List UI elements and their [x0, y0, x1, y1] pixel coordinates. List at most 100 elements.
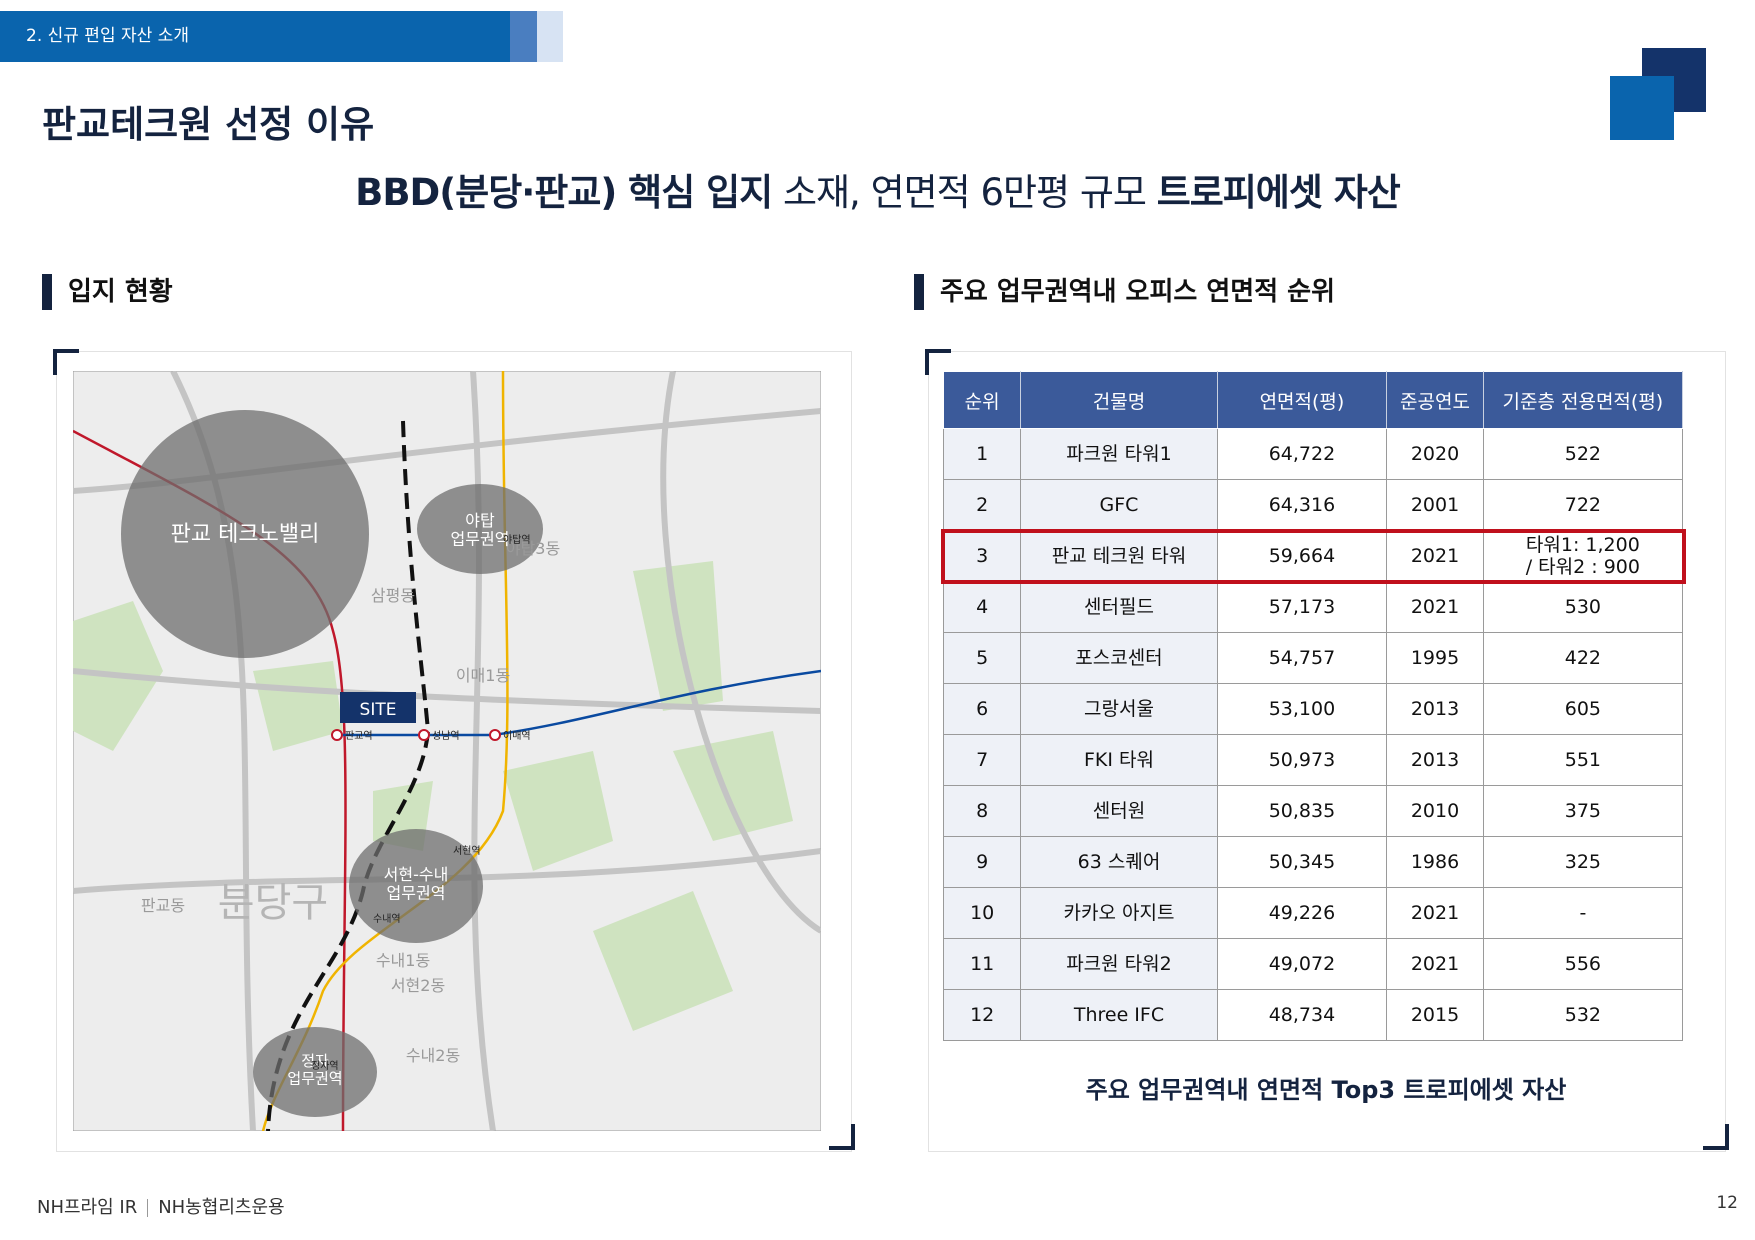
table-cell: 9 [942, 836, 1022, 888]
footer: NH프라임 IR NH농협리츠운용 [37, 1193, 285, 1219]
table-header: 기준층 전용면적(평) [1482, 371, 1684, 429]
table-cell: 556 [1482, 938, 1684, 990]
zone-label: 정자 업무권역 [287, 1052, 342, 1087]
station-label: 야탑역 [503, 534, 531, 546]
table-cell: 2013 [1386, 683, 1484, 735]
table-cell: 49,072 [1216, 938, 1388, 990]
logo-squares [1610, 48, 1706, 140]
section-heading: 주요 업무권역내 오피스 연면적 순위 [914, 274, 1335, 310]
zone-label: 판교 테크노밸리 [171, 522, 320, 547]
site-box [340, 692, 416, 723]
table-cell: 2021 [1386, 530, 1484, 582]
table-cell: 530 [1482, 581, 1684, 633]
table-cell: 2020 [1386, 428, 1484, 480]
station-label: 이매역 [503, 730, 531, 742]
place-label: 서현2동 [391, 976, 445, 995]
place-label: 분당구 [218, 880, 328, 926]
corner [53, 349, 79, 375]
place-label: 수내1동 [376, 951, 430, 970]
table-cell: 64,722 [1216, 428, 1388, 480]
footer-right: NH농협리츠운용 [158, 1197, 285, 1218]
caption: 주요 업무권역내 연면적 Top3 트로피에셋 자산 [1085, 1076, 1567, 1104]
table-cell: 50,973 [1216, 734, 1388, 786]
headline-part: 트로피에셋 자산 [1156, 171, 1401, 214]
table-cell: 57,173 [1216, 581, 1388, 633]
station-label: 수내역 [373, 913, 401, 925]
table-frame [928, 351, 1726, 1152]
table-row: 10 카카오 아지트 49,226 2021- [942, 887, 1684, 939]
table-cell: 타워1: 1,200 / 타워2 : 900 [1482, 530, 1684, 582]
footer-left: NH프라임 IR [37, 1197, 138, 1218]
table-row: 9 63 스퀘어 50,345 1986 325 [942, 836, 1684, 888]
table-cell: - [1482, 887, 1684, 939]
bar-accent [537, 11, 563, 62]
table-cell: 11 [942, 938, 1022, 990]
page-number: 12 [1716, 1193, 1738, 1213]
table-cell: 8 [942, 785, 1022, 837]
table-cell: 532 [1482, 989, 1684, 1041]
headline-part: 소재, 연면적 6만평 규모 [772, 171, 1157, 214]
place-label: 수내2동 [406, 1046, 460, 1065]
page-title: 판교테크원 선정 이유 [42, 103, 375, 146]
table-cell: 2010 [1386, 785, 1484, 837]
table-row: 8 센터원 50,835 2010 375 [942, 785, 1684, 837]
table-cell: 2021 [1386, 887, 1484, 939]
table-cell: 그랑서울 [1020, 683, 1218, 735]
place-label: 판교동 [141, 896, 185, 915]
table-cell: 2013 [1386, 734, 1484, 786]
table-cell: 7 [942, 734, 1022, 786]
table-header: 준공연도 [1386, 371, 1484, 429]
separator [147, 1199, 149, 1217]
table-cell: FKI 타워 [1020, 734, 1218, 786]
station-label: 성남역 [432, 730, 460, 742]
table-cell: GFC [1020, 479, 1218, 531]
bar-accent [510, 11, 537, 62]
table-cell: 2015 [1386, 989, 1484, 1041]
table-cell: 10 [942, 887, 1022, 939]
table-row: 2 GFC 64,316 2001 722 [942, 479, 1684, 531]
table-cell: 551 [1482, 734, 1684, 786]
table-cell: 50,345 [1216, 836, 1388, 888]
table-row: 4 센터필드 57,173 2021 530 [942, 581, 1684, 633]
table-row: 1 파크원 타워1 64,722 2020 522 [942, 428, 1684, 480]
corner [925, 349, 951, 375]
table-cell: 3 [942, 530, 1022, 582]
table-cell: 1 [942, 428, 1022, 480]
headline: BBD(분당·판교) 핵심 입지 소재, 연면적 6만평 규모 트로피에셋 자산 [0, 162, 1755, 216]
table-header: 건물명 [1020, 371, 1218, 429]
table-row: 11 파크원 타워2 49,072 2021 556 [942, 938, 1684, 990]
table-row: 6 그랑서울 53,100 2013 605 [942, 683, 1684, 735]
table-row: 3 판교 테크원 타워 59,664 2021 타워1: 1,200 / 타워2 : 9… [942, 530, 1684, 582]
table-cell: 53,100 [1216, 683, 1388, 735]
place-label: 야탑3동 [506, 539, 560, 558]
corner [829, 1124, 855, 1150]
table-cell: 605 [1482, 683, 1684, 735]
table-cell: 센터필드 [1020, 581, 1218, 633]
table-cell: 325 [1482, 836, 1684, 888]
table-cell: 48,734 [1216, 989, 1388, 1041]
station-label: 서현역 [453, 845, 481, 857]
table-cell: 2001 [1386, 479, 1484, 531]
zone-label: 서현-수내 업무권역 [384, 865, 449, 902]
table-cell: 파크원 타워2 [1020, 938, 1218, 990]
station-label: 판교역 [345, 730, 373, 742]
table-cell: 4 [942, 581, 1022, 633]
corner [1703, 1124, 1729, 1150]
zone-label: 야탑 업무권역 [451, 511, 510, 548]
table-row: 7 FKI 타워 50,973 2013 551 [942, 734, 1684, 786]
table-cell: Three IFC [1020, 989, 1218, 1041]
table-header: 연면적(평) [1216, 371, 1388, 429]
table-cell: 375 [1482, 785, 1684, 837]
table-cell: 센터원 [1020, 785, 1218, 837]
section-heading: 입지 현황 [42, 274, 173, 310]
table-cell: 2021 [1386, 938, 1484, 990]
place-label: 이매1동 [456, 666, 510, 685]
table-cell: 64,316 [1216, 479, 1388, 531]
table-row: 12 Three IFC 48,734 2015 532 [942, 989, 1684, 1041]
table-cell: 54,757 [1216, 632, 1388, 684]
map-frame [56, 351, 852, 1152]
station-label: 정자역 [311, 1060, 339, 1072]
table-cell: 5 [942, 632, 1022, 684]
